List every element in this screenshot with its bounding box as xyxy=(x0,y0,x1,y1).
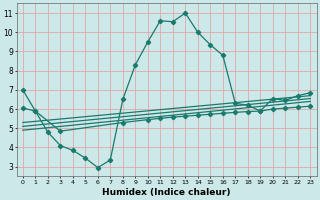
X-axis label: Humidex (Indice chaleur): Humidex (Indice chaleur) xyxy=(102,188,231,197)
